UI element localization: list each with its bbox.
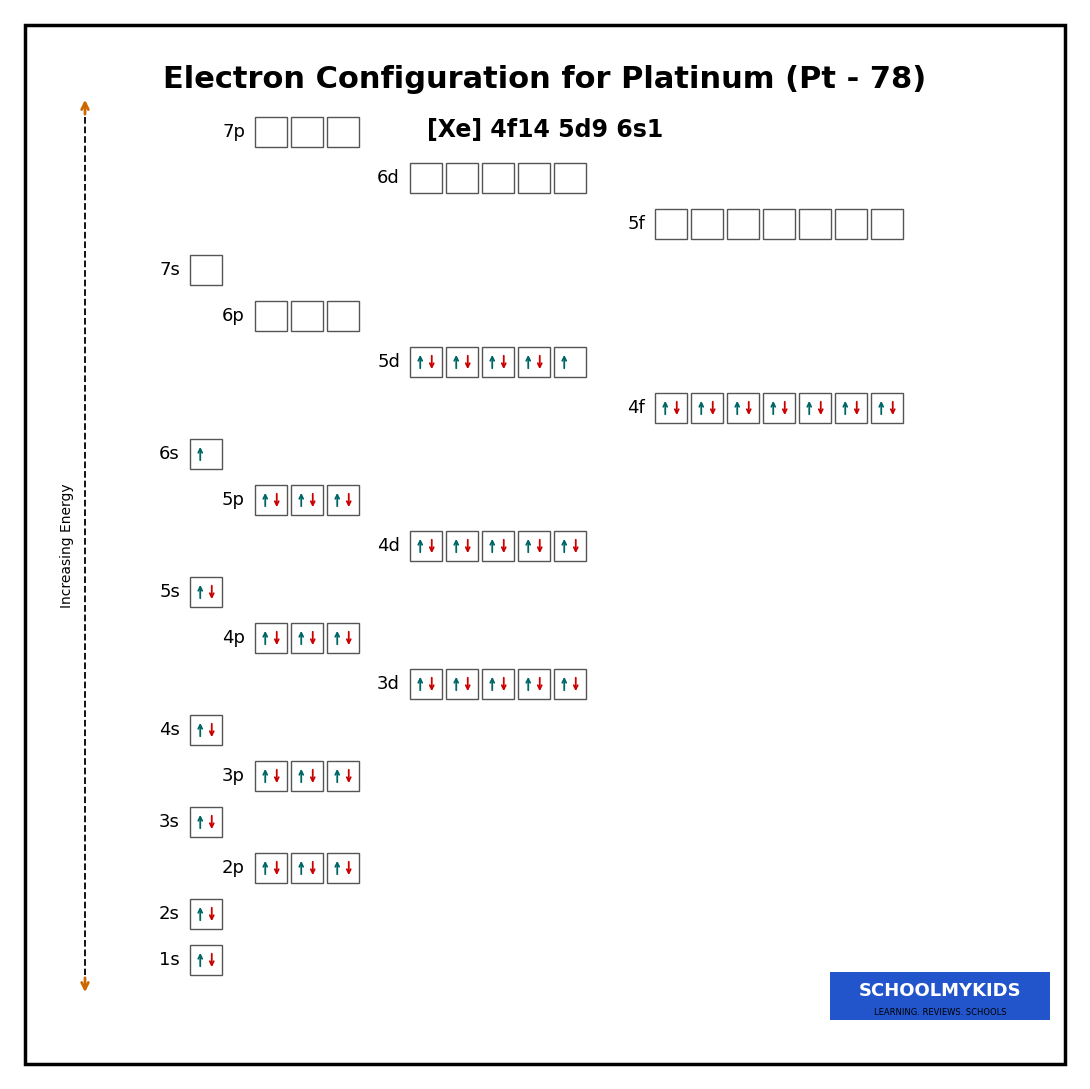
Bar (190, 715, 222, 745)
Bar (255, 761, 287, 791)
Text: 4d: 4d (377, 537, 400, 555)
Text: LEARNING. REVIEWS. SCHOOLS: LEARNING. REVIEWS. SCHOOLS (874, 1008, 1006, 1017)
Bar (190, 439, 222, 469)
Text: 1s: 1s (159, 951, 180, 969)
Bar (554, 347, 586, 377)
Bar (327, 301, 359, 331)
Text: 2s: 2s (159, 905, 180, 923)
Bar (763, 209, 795, 238)
Bar (727, 393, 759, 423)
Bar (291, 761, 323, 791)
Text: 6d: 6d (377, 169, 400, 187)
Bar (255, 485, 287, 515)
Text: Increasing Energy: Increasing Energy (60, 484, 74, 609)
Bar (255, 623, 287, 653)
Bar (518, 163, 550, 193)
Bar (291, 853, 323, 883)
Bar (835, 393, 867, 423)
Bar (446, 669, 479, 699)
Text: 5f: 5f (627, 215, 645, 233)
Bar (482, 347, 514, 377)
Bar (871, 393, 903, 423)
Bar (518, 347, 550, 377)
Text: 5d: 5d (377, 353, 400, 371)
Bar (446, 347, 479, 377)
Bar (327, 485, 359, 515)
Text: 3d: 3d (377, 675, 400, 693)
Bar (518, 531, 550, 561)
Bar (482, 531, 514, 561)
Bar (190, 945, 222, 975)
Bar (190, 900, 222, 929)
Bar (410, 347, 443, 377)
Bar (446, 163, 479, 193)
Bar (871, 209, 903, 238)
Bar (829, 972, 1050, 1020)
Text: 6s: 6s (159, 445, 180, 463)
Bar (255, 117, 287, 147)
Bar (255, 853, 287, 883)
Bar (327, 761, 359, 791)
Bar (255, 301, 287, 331)
Bar (554, 531, 586, 561)
Text: 7p: 7p (222, 123, 245, 140)
Bar (291, 301, 323, 331)
Bar (518, 669, 550, 699)
Bar (327, 623, 359, 653)
Text: 4s: 4s (159, 721, 180, 739)
Bar (291, 485, 323, 515)
Bar (446, 531, 479, 561)
Text: 4f: 4f (627, 399, 645, 417)
Bar (835, 209, 867, 238)
Text: 3s: 3s (159, 813, 180, 831)
Bar (410, 531, 443, 561)
Bar (799, 209, 831, 238)
Text: [Xe] 4f14 5d9 6s1: [Xe] 4f14 5d9 6s1 (427, 118, 663, 142)
Text: 2p: 2p (222, 859, 245, 877)
Text: 5p: 5p (222, 491, 245, 509)
Bar (327, 117, 359, 147)
Text: SCHOOLMYKIDS: SCHOOLMYKIDS (859, 982, 1021, 1000)
Text: 6p: 6p (222, 307, 245, 325)
Bar (410, 669, 443, 699)
Bar (554, 669, 586, 699)
Bar (691, 209, 723, 238)
Bar (655, 209, 687, 238)
Bar (482, 163, 514, 193)
Bar (190, 577, 222, 607)
Bar (291, 117, 323, 147)
Bar (655, 393, 687, 423)
Text: 7s: 7s (159, 261, 180, 279)
Bar (410, 163, 443, 193)
Bar (727, 209, 759, 238)
Bar (691, 393, 723, 423)
Bar (799, 393, 831, 423)
Text: 3p: 3p (222, 767, 245, 785)
Text: 4p: 4p (222, 629, 245, 647)
Text: Electron Configuration for Platinum (Pt - 78): Electron Configuration for Platinum (Pt … (164, 65, 926, 95)
Bar (554, 163, 586, 193)
Bar (190, 255, 222, 285)
Bar (190, 807, 222, 837)
Text: 5s: 5s (159, 583, 180, 601)
Bar (763, 393, 795, 423)
Bar (327, 853, 359, 883)
Bar (291, 623, 323, 653)
Bar (482, 669, 514, 699)
